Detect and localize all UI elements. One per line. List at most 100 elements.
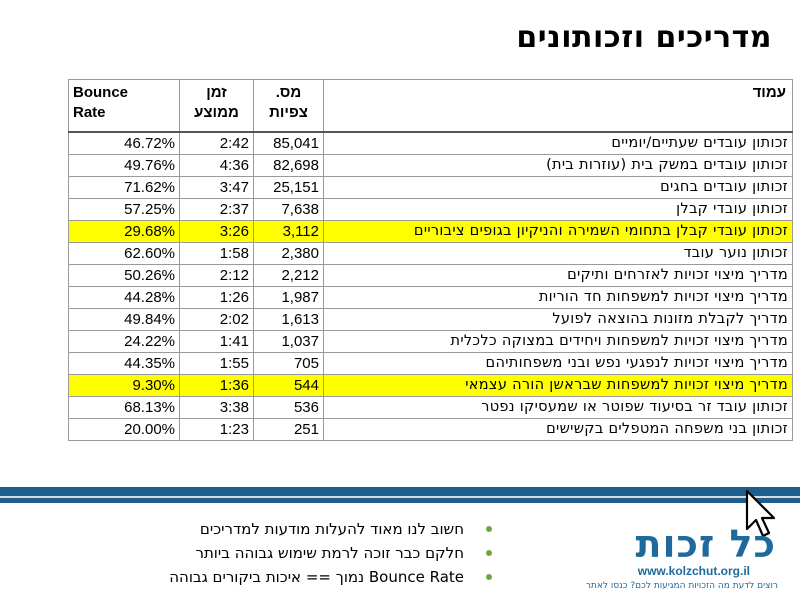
- cell-views: 3,112: [253, 220, 324, 243]
- header-bounce-line1: Bounce: [73, 84, 129, 101]
- table-row: 44.35% 1:55 705 מדריך מיצוי זכויות לנפגעי נ…: [68, 352, 793, 375]
- bullet-dot-icon: [486, 550, 492, 556]
- cell-page-name: מדריך מיצוי זכויות לאזרחים ותיקים: [323, 264, 793, 287]
- cell-bounce-rate: 44.35%: [68, 352, 180, 375]
- cell-views: 25,151: [253, 176, 324, 199]
- cell-views: 1,987: [253, 286, 324, 309]
- bullet-dot-icon: [486, 526, 492, 532]
- cell-bounce-rate: 29.68%: [68, 220, 180, 243]
- bullet-text: חלקם כבר זוכה לרמת שימוש גבוהה ביותר: [195, 544, 464, 562]
- stats-table: Bounce Rate זמן ממוצע מס. צפיות עמוד 46.…: [68, 79, 793, 441]
- header-avg-time-line2: ממוצע: [194, 104, 239, 121]
- cell-bounce-rate: 62.60%: [68, 242, 180, 265]
- cell-avg-time: 1:41: [179, 330, 254, 353]
- table-row: 44.28% 1:26 1,987 מדריך מיצוי זכויות למשפחו…: [68, 286, 793, 309]
- table-row: 49.84% 2:02 1,613 מדריך לקבלת מזונות בהוצאה…: [68, 308, 793, 331]
- cell-views: 85,041: [253, 131, 324, 155]
- cell-avg-time: 2:12: [179, 264, 254, 287]
- header-views-line2: צפיות: [269, 104, 308, 121]
- header-bounce-rate: Bounce Rate: [68, 79, 180, 133]
- table-row: 9.30% 1:36 544 מדריך מיצוי זכויות למשפחות ש…: [68, 374, 793, 397]
- cell-avg-time: 2:02: [179, 308, 254, 331]
- bullet-item: חלקם כבר זוכה לרמת שימוש גבוהה ביותר: [169, 542, 492, 566]
- cell-views: 536: [253, 396, 324, 419]
- cell-bounce-rate: 44.28%: [68, 286, 180, 309]
- slide-title: מדריכים וזכותונים: [516, 20, 772, 55]
- cell-page-name: זכותון עובדי קבלן: [323, 198, 793, 221]
- logo-tagline: רוצים לדעת מה הזכויות המגיעות לכם? כנסו …: [585, 581, 778, 591]
- bullet-list: חשוב לנו מאוד להעלות מודעות למדריכים חלק…: [169, 518, 492, 590]
- header-views-line1: מס.: [275, 84, 302, 101]
- header-page: עמוד: [323, 79, 793, 133]
- cell-avg-time: 1:26: [179, 286, 254, 309]
- cell-views: 2,212: [253, 264, 324, 287]
- cell-views: 544: [253, 374, 324, 397]
- header-avg-time: זמן ממוצע: [179, 79, 254, 133]
- cell-views: 251: [253, 418, 324, 441]
- table-row: 50.26% 2:12 2,212 מדריך מיצוי זכויות לאזרחי…: [68, 264, 793, 287]
- table-body: 46.72% 2:42 85,041 זכותון עובדים שעתיים/יומ…: [68, 131, 793, 441]
- bullet-text: Bounce Rate נמוך == איכות ביקורים גבוהה: [169, 568, 464, 586]
- cell-views: 82,698: [253, 154, 324, 177]
- cell-views: 1,037: [253, 330, 324, 353]
- cell-bounce-rate: 9.30%: [68, 374, 180, 397]
- header-avg-time-line1: זמן: [206, 84, 227, 101]
- cell-bounce-rate: 50.26%: [68, 264, 180, 287]
- cell-avg-time: 3:47: [179, 176, 254, 199]
- cell-bounce-rate: 57.25%: [68, 198, 180, 221]
- table-row: 20.00% 1:23 251 זכותון בני משפחה המטפלים בק…: [68, 418, 793, 441]
- cell-bounce-rate: 71.62%: [68, 176, 180, 199]
- cell-page-name: מדריך מיצוי זכויות למשפחות חד הוריות: [323, 286, 793, 309]
- cell-avg-time: 4:36: [179, 154, 254, 177]
- cell-page-name: מדריך מיצוי זכויות למשפחות ויחידים במצוק…: [323, 330, 793, 353]
- cell-page-name: זכותון עובדים בחגים: [323, 176, 793, 199]
- cell-page-name: זכותון עובדים שעתיים/יומיים: [323, 131, 793, 155]
- bullet-text: חשוב לנו מאוד להעלות מודעות למדריכים: [199, 520, 464, 538]
- cell-avg-time: 2:42: [179, 131, 254, 155]
- cell-page-name: זכותון נוער עובד: [323, 242, 793, 265]
- table-row: 46.72% 2:42 85,041 זכותון עובדים שעתיים/יומ…: [68, 131, 793, 155]
- cell-page-name: זכותון עובד זר בסיעוד שפוטר או שמעסיקו נ…: [323, 396, 793, 419]
- cell-avg-time: 1:23: [179, 418, 254, 441]
- cell-avg-time: 1:55: [179, 352, 254, 375]
- cell-bounce-rate: 20.00%: [68, 418, 180, 441]
- cell-page-name: מדריך מיצוי זכויות למשפחות שבראשן הורה ע…: [323, 374, 793, 397]
- cell-views: 2,380: [253, 242, 324, 265]
- table-row: 57.25% 2:37 7,638 זכותון עובדי קבלן: [68, 198, 793, 221]
- cell-avg-time: 3:38: [179, 396, 254, 419]
- cell-page-name: זכותון עובדי קבלן בתחומי השמירה והניקיון…: [323, 220, 793, 243]
- logo-url: www.kolzchut.org.il: [637, 564, 750, 578]
- kolzchut-logo: כל זכות www.kolzchut.org.il רוצים לדעת מ…: [582, 520, 792, 598]
- cell-bounce-rate: 46.72%: [68, 131, 180, 155]
- table-row: 29.68% 3:26 3,112 זכותון עובדי קבלן בתחומי …: [68, 220, 793, 243]
- table-row: 24.22% 1:41 1,037 מדריך מיצוי זכויות למשפחו…: [68, 330, 793, 353]
- table-row: 49.76% 4:36 82,698 זכותון עובדים במשק בית (…: [68, 154, 793, 177]
- cell-page-name: מדריך לקבלת מזונות בהוצאה לפועל: [323, 308, 793, 331]
- logo-brand: כל זכות: [635, 522, 776, 566]
- footer-band: [0, 487, 800, 503]
- bullet-item: חשוב לנו מאוד להעלות מודעות למדריכים: [169, 518, 492, 542]
- cell-page-name: זכותון עובדים במשק בית (עוזרות בית): [323, 154, 793, 177]
- cell-bounce-rate: 49.76%: [68, 154, 180, 177]
- cell-avg-time: 2:37: [179, 198, 254, 221]
- cell-avg-time: 3:26: [179, 220, 254, 243]
- table-row: 71.62% 3:47 25,151 זכותון עובדים בחגים: [68, 176, 793, 199]
- cell-bounce-rate: 24.22%: [68, 330, 180, 353]
- header-views: מס. צפיות: [253, 79, 324, 133]
- table-header-row: Bounce Rate זמן ממוצע מס. צפיות עמוד: [68, 79, 793, 133]
- cell-views: 1,613: [253, 308, 324, 331]
- bullet-item: Bounce Rate נמוך == איכות ביקורים גבוהה: [169, 566, 492, 590]
- bullet-dot-icon: [486, 574, 492, 580]
- cell-bounce-rate: 49.84%: [68, 308, 180, 331]
- cell-page-name: זכותון בני משפחה המטפלים בקשישים: [323, 418, 793, 441]
- table-row: 68.13% 3:38 536 זכותון עובד זר בסיעוד שפוטר…: [68, 396, 793, 419]
- mouse-pointer-icon: [745, 489, 776, 538]
- cell-page-name: מדריך מיצוי זכויות לנפגעי נפש ובני משפחו…: [323, 352, 793, 375]
- header-bounce-line2: Rate: [73, 104, 106, 121]
- cell-avg-time: 1:36: [179, 374, 254, 397]
- footer-stripe: [0, 496, 800, 498]
- cell-avg-time: 1:58: [179, 242, 254, 265]
- cell-views: 7,638: [253, 198, 324, 221]
- table-row: 62.60% 1:58 2,380 זכותון נוער עובד: [68, 242, 793, 265]
- cell-views: 705: [253, 352, 324, 375]
